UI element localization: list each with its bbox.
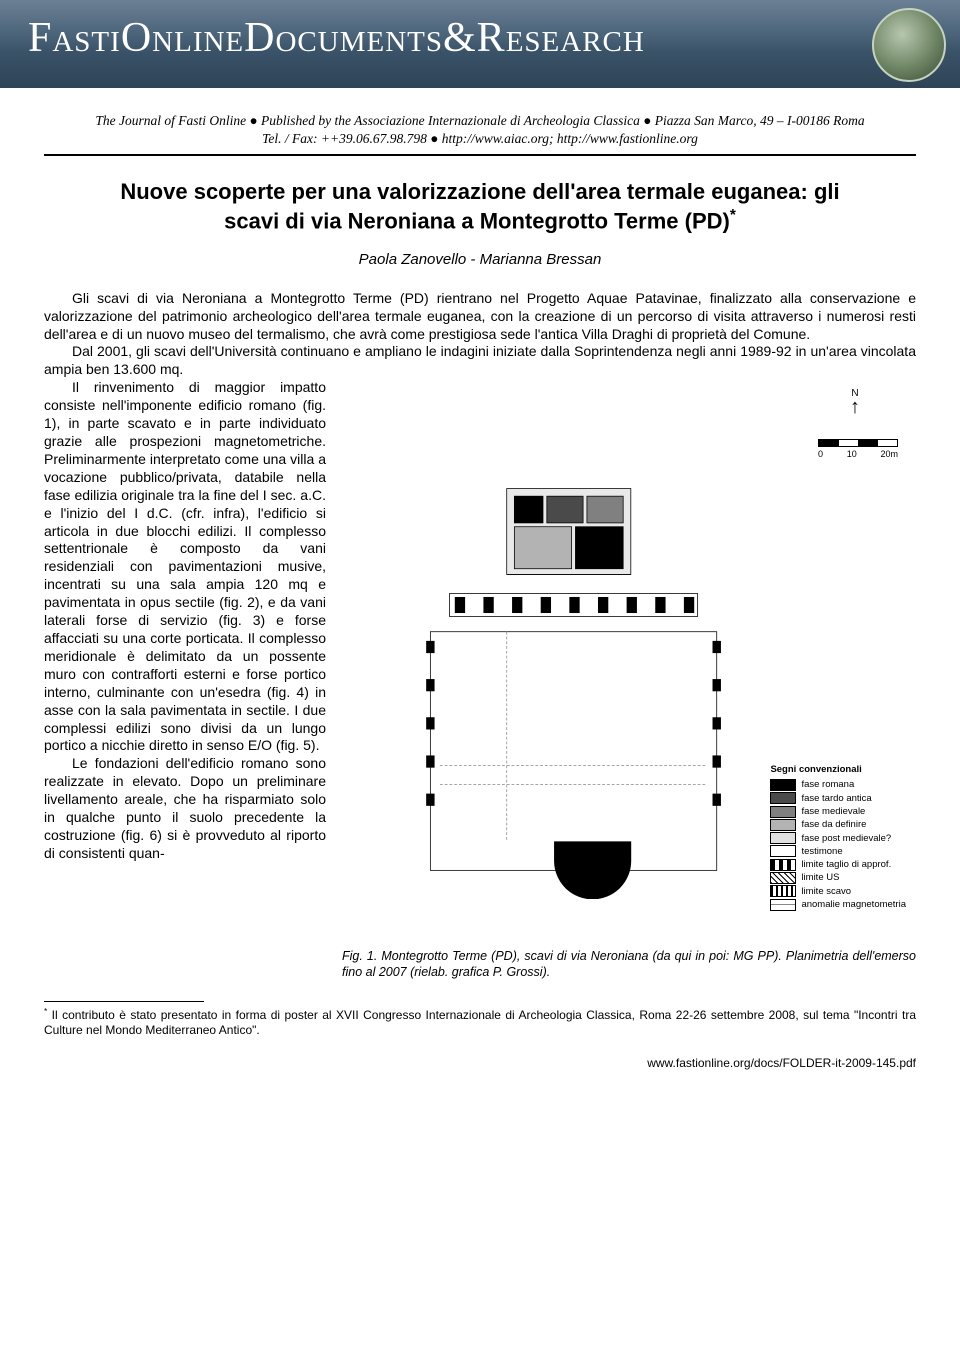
legend-swatch xyxy=(770,859,796,871)
legend-swatch xyxy=(770,779,796,791)
legend-label: fase tardo antica xyxy=(801,792,871,805)
footnote-text: Il contributo è stato presentato in form… xyxy=(44,1008,916,1037)
arrow-up-icon: ↑ xyxy=(850,399,860,415)
legend-row: limite US xyxy=(770,871,906,884)
legend-swatch xyxy=(770,872,796,884)
legend-row: fase post medievale? xyxy=(770,832,906,845)
meta-line-1: The Journal of Fasti Online ● Published … xyxy=(44,112,916,130)
legend-row: fase tardo antica xyxy=(770,792,906,805)
legend-row: fase medievale xyxy=(770,805,906,818)
legend-label: fase da definire xyxy=(801,818,866,831)
journal-meta: The Journal of Fasti Online ● Published … xyxy=(44,112,916,148)
legend-swatch xyxy=(770,792,796,804)
legend-label: fase post medievale? xyxy=(801,832,891,845)
site-plan-icon xyxy=(352,479,776,899)
journal-banner: FastiOnlineDocuments&Research xyxy=(0,0,960,88)
scale-bar: 0 10 20m xyxy=(818,439,898,461)
banner-emblem-icon xyxy=(872,8,946,82)
paragraph-3: Il rinvenimento di maggior impatto consi… xyxy=(44,379,326,755)
banner-title: FastiOnlineDocuments&Research xyxy=(28,14,645,62)
legend-swatch xyxy=(770,845,796,857)
legend-title: Segni convenzionali xyxy=(770,763,906,776)
meta-line-2: Tel. / Fax: ++39.06.67.98.798 ● http://w… xyxy=(44,130,916,148)
legend-label: limite taglio di approf. xyxy=(801,858,891,871)
legend-label: limite scavo xyxy=(801,885,851,898)
compass-icon: N ↑ xyxy=(850,389,860,415)
legend-row: limite taglio di approf. xyxy=(770,858,906,871)
scale-0: 0 xyxy=(818,449,823,461)
legend-row: limite scavo xyxy=(770,885,906,898)
footnote-separator xyxy=(44,1001,204,1002)
figure-1: N ↑ 0 10 20m xyxy=(342,379,916,939)
legend-label: testimone xyxy=(801,845,842,858)
legend-swatch xyxy=(770,899,796,911)
paragraph-1: Gli scavi di via Neroniana a Montegrotto… xyxy=(44,290,916,344)
article-body: Gli scavi di via Neroniana a Montegrotto… xyxy=(44,290,916,981)
header-rule xyxy=(44,154,916,156)
page-footer-url: www.fastionline.org/docs/FOLDER-it-2009-… xyxy=(44,1056,916,1070)
legend-swatch xyxy=(770,806,796,818)
legend-swatch xyxy=(770,885,796,897)
paragraph-4: Le fondazioni dell'edificio romano sono … xyxy=(44,755,326,862)
legend-swatch xyxy=(770,819,796,831)
figure-legend: Segni convenzionali fase romanafase tard… xyxy=(770,763,906,911)
footnote: * Il contributo è stato presentato in fo… xyxy=(44,1006,916,1038)
legend-row: fase romana xyxy=(770,778,906,791)
legend-label: limite US xyxy=(801,871,839,884)
legend-swatch xyxy=(770,832,796,844)
article-authors: Paola Zanovello - Marianna Bressan xyxy=(44,251,916,268)
scale-10: 10 xyxy=(847,449,857,461)
article-title: Nuove scoperte per una valorizzazione de… xyxy=(94,178,866,234)
paragraph-2: Dal 2001, gli scavi dell'Università cont… xyxy=(44,343,916,379)
figure-caption: Fig. 1. Montegrotto Terme (PD), scavi di… xyxy=(342,949,916,980)
legend-label: fase romana xyxy=(801,778,854,791)
legend-row: testimone xyxy=(770,845,906,858)
legend-label: fase medievale xyxy=(801,805,865,818)
legend-row: anomalie magnetometria xyxy=(770,898,906,911)
legend-row: fase da definire xyxy=(770,818,906,831)
legend-label: anomalie magnetometria xyxy=(801,898,906,911)
scale-20: 20m xyxy=(880,449,898,461)
title-sup: * xyxy=(730,207,736,224)
